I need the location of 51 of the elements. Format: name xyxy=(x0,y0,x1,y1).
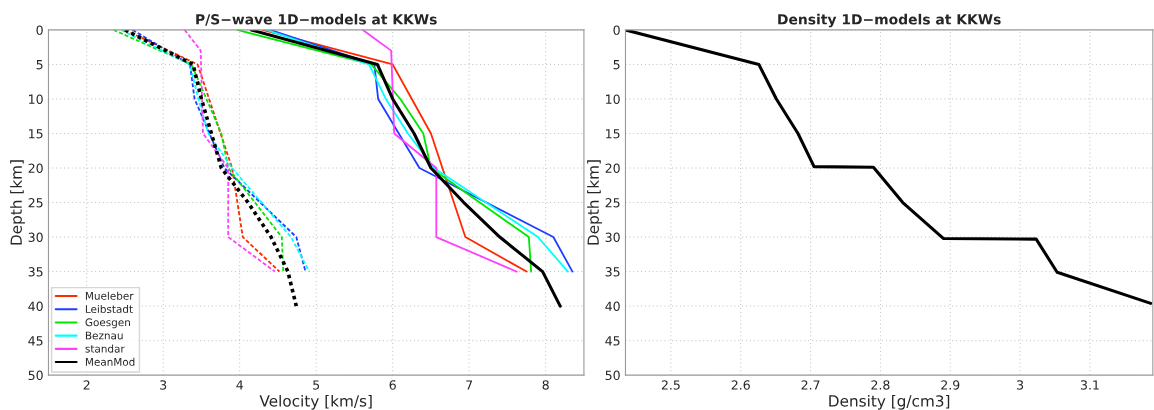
x-tick-label: 2.9 xyxy=(941,380,960,390)
y-tick-label: 20 xyxy=(28,163,43,173)
y-tick-label: 15 xyxy=(606,129,620,139)
y-tick-label: 10 xyxy=(606,94,620,104)
x-tick-label: 4 xyxy=(236,380,243,390)
y-tick-label: 15 xyxy=(29,129,43,139)
y-axis-title: Depth [km] xyxy=(587,160,602,245)
x-tick-label: 6 xyxy=(389,380,396,390)
y-tick-label: 20 xyxy=(605,163,620,173)
y-tick-label: 40 xyxy=(605,301,620,312)
y-tick-label: 45 xyxy=(605,336,620,346)
x-tick-label: 3 xyxy=(160,380,167,390)
y-tick-label: 25 xyxy=(28,198,43,208)
y-tick-label: 25 xyxy=(605,198,620,208)
y-tick-label: 0 xyxy=(36,25,43,35)
chart-title: P/S−wave 1D−models at KKWs xyxy=(196,13,437,26)
y-tick-label: 30 xyxy=(28,232,43,242)
legend-label: Goesgen xyxy=(85,318,130,329)
x-tick-label: 2.7 xyxy=(801,380,820,390)
y-tick-label: 5 xyxy=(36,60,43,70)
y-tick-label: 10 xyxy=(29,94,43,104)
y-tick-label: 35 xyxy=(605,267,620,277)
y-tick-label: 35 xyxy=(28,267,43,277)
chart-title: Density 1D−models at KKWs xyxy=(778,13,1001,28)
legend-label: MeanMod xyxy=(85,357,135,366)
y-tick-label: 30 xyxy=(605,232,620,242)
legend-label: Leibstadt xyxy=(85,304,133,314)
x-tick-label: 2.5 xyxy=(661,380,680,390)
x-axis-title: Velocity [km/s] xyxy=(259,394,372,410)
y-tick-label: 50 xyxy=(605,370,620,381)
line-series xyxy=(183,29,276,273)
x-tick-label: 3.1 xyxy=(1080,380,1099,390)
y-tick-label: 0 xyxy=(613,25,620,35)
y-tick-label: 40 xyxy=(28,301,43,312)
legend-label: Mueleber xyxy=(85,291,134,300)
y-tick-label: 5 xyxy=(613,60,620,70)
legend-label: standar xyxy=(85,344,125,353)
x-tick-label: 8 xyxy=(542,380,549,390)
legend-label: Beznau xyxy=(85,331,123,340)
line-series xyxy=(361,29,518,273)
x-tick-label: 3 xyxy=(1017,380,1024,390)
x-tick-label: 2.6 xyxy=(731,380,750,390)
x-tick-label: 2 xyxy=(83,380,90,390)
x-tick-label: 2.8 xyxy=(871,380,890,390)
line-series xyxy=(249,29,562,308)
x-axis-title: Density [g/cm3] xyxy=(829,394,950,410)
x-tick-label: 5 xyxy=(313,380,320,390)
y-axis-title: Depth [km] xyxy=(10,160,25,245)
y-tick-label: 45 xyxy=(28,336,43,346)
x-tick-label: 7 xyxy=(466,380,473,390)
y-tick-label: 50 xyxy=(28,370,43,381)
